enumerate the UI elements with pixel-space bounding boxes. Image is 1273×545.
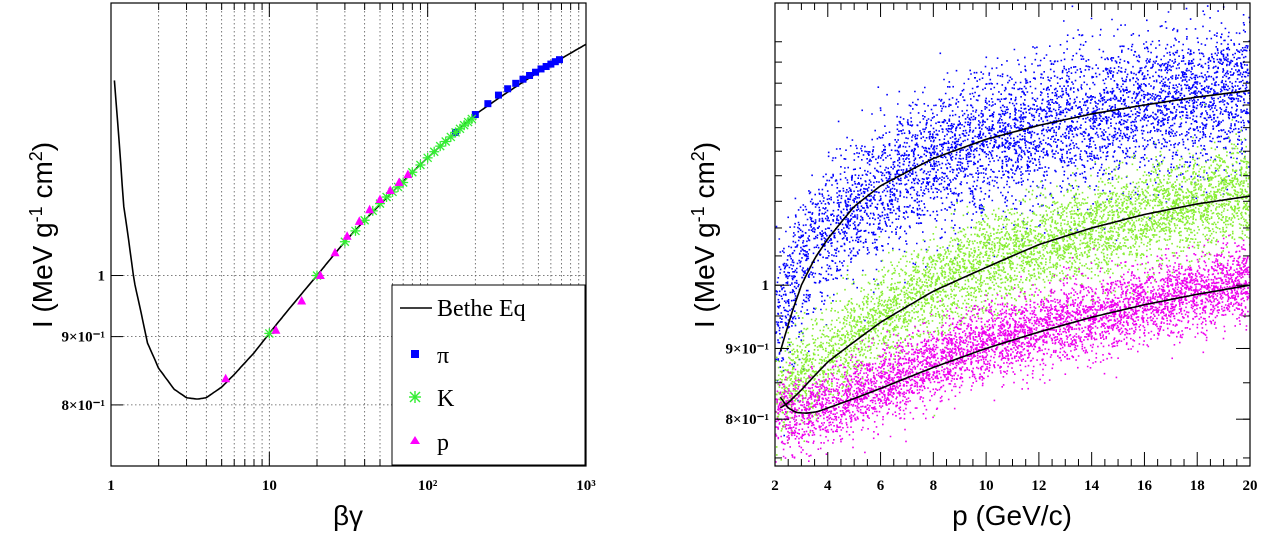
x-tick-label: 10 <box>262 478 277 494</box>
x-tick-label: 10 <box>979 478 994 494</box>
proton-point <box>403 169 413 179</box>
x-tick-label: 10² <box>418 478 438 494</box>
x-tick-label: 10³ <box>576 478 596 494</box>
pion-point <box>555 56 563 64</box>
scatter-p <box>775 234 1250 463</box>
pion-point <box>532 68 540 76</box>
x-axis-label-left: βγ <box>333 500 363 531</box>
proton-point <box>297 296 307 305</box>
bethe-curve-π <box>779 89 1250 353</box>
kaon-point <box>264 328 275 339</box>
legend-label-bethe: Bethe Eq <box>437 296 526 322</box>
pion-point <box>537 65 545 73</box>
proton-point <box>385 185 395 194</box>
y-tick-label: 8×10⁻¹ <box>726 412 769 428</box>
pion-point <box>512 79 520 87</box>
kaon-point <box>359 215 370 226</box>
x-tick-label: 12 <box>1031 478 1046 494</box>
right-chart: 2 4 6 8 10 12 14 16 18 208×10⁻¹9×10⁻¹1 p (GeV/c) … <box>688 2 1258 531</box>
bethe-curve-p <box>779 284 1250 415</box>
y-tick-label: 9×10⁻¹ <box>62 330 105 346</box>
legend-label-p: p <box>437 430 449 456</box>
legend-marker-p <box>410 436 420 444</box>
proton-point <box>375 194 385 204</box>
pion-point <box>547 60 555 68</box>
svg-text:I (MeV g-1 cm2): I (MeV g-1 cm2) <box>26 142 58 328</box>
x-tick-label: 1 <box>107 478 115 494</box>
svg-text:I (MeV g-1 cm2): I (MeV g-1 cm2) <box>688 142 720 328</box>
kaon-point <box>350 225 361 236</box>
legend-label-pi: π <box>437 343 449 369</box>
proton-point <box>221 373 231 383</box>
kaon-point <box>381 192 392 203</box>
proton-point <box>330 247 340 257</box>
x-tick-label: 16 <box>1137 478 1153 494</box>
pion-point <box>526 71 534 79</box>
scatter-K <box>775 103 1250 461</box>
pion-point <box>484 100 492 108</box>
pion-point <box>542 63 550 71</box>
bethe-curve <box>113 43 586 400</box>
kaon-point <box>415 159 426 170</box>
y-tick-label: 8×10⁻¹ <box>62 398 105 414</box>
legend-marker-k <box>409 391 421 403</box>
x-tick-label: 8 <box>930 478 938 494</box>
pion-point <box>551 58 559 66</box>
x-tick-label: 18 <box>1190 478 1205 494</box>
legend-marker-pi <box>411 350 419 358</box>
y-tick-label: 9×10⁻¹ <box>726 341 769 357</box>
x-tick-label: 4 <box>824 478 832 494</box>
proton-point <box>342 231 352 240</box>
pion-point <box>494 91 502 99</box>
pion-point <box>504 85 512 93</box>
y-tick-label: 1 <box>98 269 106 285</box>
x-tick-label: 2 <box>771 478 779 494</box>
proton-point <box>315 270 325 280</box>
left-chart: 8×10⁻¹ 9×10⁻¹ 1 1 10 10² 10³ Bethe Eq π K p βγ… <box>26 2 596 531</box>
proton-point <box>394 177 404 187</box>
y-tick-label: 1 <box>762 278 770 294</box>
proton-point <box>271 325 281 334</box>
legend: Bethe Eq π K p <box>391 284 586 466</box>
x-tick-label: 14 <box>1084 478 1100 494</box>
y-axis-label-left: I (MeV g-1 cm2) <box>26 142 58 328</box>
proton-point <box>354 216 364 225</box>
bethe-curve-K <box>779 195 1250 409</box>
legend-label-k: K <box>437 386 455 412</box>
y-axis-label-right: I (MeV g-1 cm2) <box>688 142 720 328</box>
proton-point <box>365 204 375 214</box>
kaon-point <box>466 113 477 124</box>
x-tick-label: 20 <box>1243 478 1258 494</box>
x-axis-label-right: p (GeV/c) <box>952 500 1072 531</box>
x-tick-label: 6 <box>877 478 885 494</box>
pion-point <box>519 75 527 83</box>
